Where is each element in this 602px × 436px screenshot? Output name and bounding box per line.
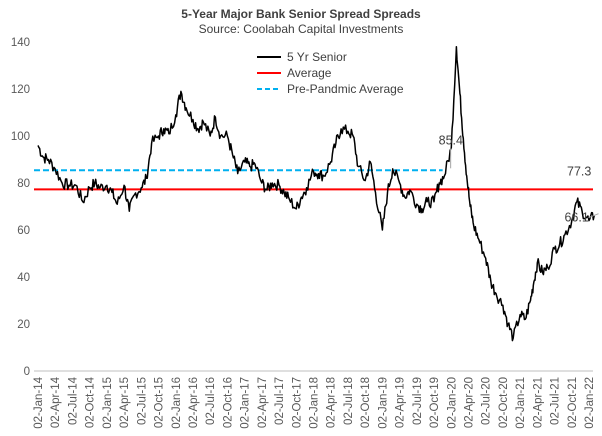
x-tick-label: 02-Oct-16	[222, 377, 234, 428]
x-tick-label: 02-Jan-19	[377, 377, 389, 429]
series-end-leader	[588, 213, 599, 219]
y-axis: 0 20 40 60 80 100 120 140	[11, 37, 30, 378]
x-tick-label: 02-Apr-15	[119, 377, 131, 428]
x-tick-label: 02-Jan-18	[309, 377, 321, 429]
legend-label: 5 Yr Senior	[287, 50, 347, 64]
x-tick-label: 02-Jan-16	[171, 377, 183, 429]
average-value-label: 77.3	[567, 164, 591, 178]
x-tick-label: 02-Jul-19	[412, 377, 424, 425]
x-tick-label: 02-Apr-17	[257, 377, 269, 428]
x-tick-label: 02-Apr-18	[326, 377, 338, 428]
x-tick-label: 02-Oct-17	[291, 377, 303, 428]
x-tick-label: 02-Jan-20	[446, 377, 458, 429]
chart-title: 5-Year Major Bank Senior Spread Spreads	[181, 7, 421, 21]
x-tick-label: 02-Oct-21	[567, 377, 579, 428]
x-tick-label: 02-Oct-14	[85, 376, 97, 428]
x-tick-label: 02-Jan-15	[102, 377, 114, 429]
y-tick-label: 60	[17, 225, 30, 237]
series-end-label: 66.1	[564, 211, 588, 225]
x-tick-label: 02-Oct-15	[154, 377, 166, 428]
x-tick-label: 02-Jul-14	[67, 376, 79, 425]
y-tick-label: 0	[24, 366, 30, 378]
series-layer	[37, 45, 595, 342]
x-tick-label: 02-Jul-20	[481, 377, 493, 425]
annotations: 85.4 77.3 66.1	[439, 133, 599, 225]
legend-label: Average	[287, 66, 332, 80]
x-tick-label: 02-Apr-20	[463, 377, 475, 428]
x-tick-label: 02-Oct-20	[498, 377, 510, 428]
x-tick-label: 02-Apr-19	[395, 377, 407, 428]
legend: 5 Yr Senior Average Pre-Pandmic Average	[257, 50, 404, 96]
y-tick-label: 120	[11, 84, 30, 96]
y-tick-label: 100	[11, 131, 30, 143]
x-axis: 02-Jan-14 02-Apr-14 02-Jul-14 02-Oct-14 02-J…	[33, 370, 596, 429]
x-tick-label: 02-Jan-22	[584, 377, 596, 429]
x-tick-label: 02-Jan-17	[240, 377, 252, 429]
x-tick-label: 02-Oct-18	[360, 377, 372, 428]
x-tick-label: 02-Jul-17	[274, 377, 286, 425]
x-tick-label: 02-Jan-14	[33, 376, 45, 428]
x-tick-label: 02-Apr-21	[532, 377, 544, 428]
x-tick-label: 02-Jul-18	[343, 377, 355, 425]
y-tick-label: 40	[17, 272, 30, 284]
x-tick-label: 02-Oct-19	[429, 377, 441, 428]
x-tick-label: 02-Apr-14	[50, 376, 62, 428]
y-tick-label: 140	[11, 37, 30, 49]
series-line	[37, 45, 595, 342]
x-tick-label: 02-Jul-21	[550, 377, 562, 425]
pre-pandemic-average-label: 85.4	[439, 133, 463, 147]
x-tick-label: 02-Jan-21	[515, 377, 527, 429]
legend-label: Pre-Pandmic Average	[287, 82, 404, 96]
y-tick-label: 20	[17, 319, 30, 331]
reference-lines	[34, 169, 593, 191]
y-tick-label: 80	[17, 178, 30, 190]
x-tick-label: 02-Apr-16	[188, 377, 200, 428]
x-tick-label: 02-Jul-16	[205, 377, 217, 425]
chart-subtitle: Source: Coolabah Capital Investments	[198, 22, 404, 36]
x-tick-label: 02-Jul-15	[136, 377, 148, 425]
